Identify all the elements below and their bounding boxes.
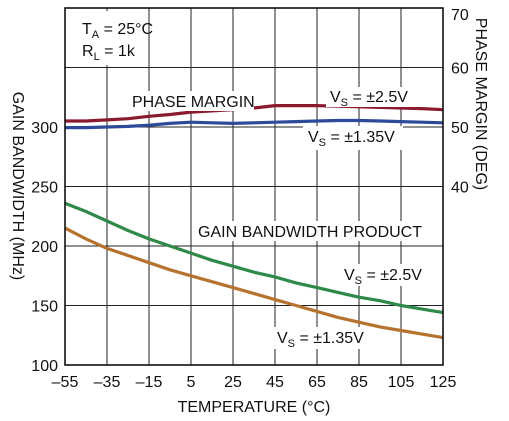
vs-25-phase-label: VS = ±2.5V: [330, 89, 408, 109]
y-left-tick-label: 150: [31, 299, 58, 316]
plot-frame: [64, 7, 444, 366]
x-tick-label: 65: [308, 374, 326, 391]
y-right-tick-label: 70: [451, 7, 469, 24]
vs-135-gbw-label: VS = ±1.35V: [277, 330, 364, 350]
y-right-tick-label: 60: [451, 61, 469, 78]
tick-labels: –55 –35 –15 5 25 45 65 85 105 125 100 150 200 250 300 4…: [31, 7, 469, 391]
vs-25-gbw-label-bg: [340, 264, 432, 286]
y-right-tick-label: 50: [451, 120, 469, 137]
x-tick-label: 85: [350, 374, 368, 391]
x-tick-label: –35: [94, 374, 121, 391]
x-tick-label: 125: [430, 374, 457, 391]
x-tick-label: 5: [187, 374, 196, 391]
conditions-background: [68, 11, 138, 65]
vs-135-phase-label-bg: [303, 126, 403, 150]
x-tick-label: 25: [224, 374, 242, 391]
y-left-tick-label: 100: [31, 358, 58, 375]
x-tick-label: –55: [52, 374, 79, 391]
series-line-gbw-3: [64, 226, 444, 340]
y-right-axis-title: PHASE MARGIN (DEG): [472, 18, 489, 190]
y-left-tick-label: 300: [31, 120, 58, 137]
y-left-axis-title: GAIN BANDWIDTH (MHz): [9, 92, 26, 280]
phase-margin-label-bg: [128, 91, 254, 111]
y-right-tick-label: 40: [451, 180, 469, 197]
x-tick-label: 105: [388, 374, 415, 391]
gbw-product-label: GAIN BANDWIDTH PRODUCT: [198, 224, 422, 241]
y-left-tick-label: 250: [31, 180, 58, 197]
condition-ta: TA = 25°C: [82, 21, 153, 41]
y-left-tick-label: 200: [31, 239, 58, 256]
x-tick-label: 45: [266, 374, 284, 391]
vs-25-phase-label-bg: [326, 87, 418, 107]
gbw-label-bg: [195, 221, 419, 241]
vs-135-gbw-label-bg: [273, 327, 373, 349]
x-axis-title: TEMPERATURE (°C): [178, 399, 331, 416]
vs-135-phase-label: VS = ±1.35V: [308, 129, 395, 149]
vs-25-gbw-label: VS = ±2.5V: [344, 267, 422, 287]
x-tick-label: –15: [136, 374, 163, 391]
series-line-phase-1: [65, 118, 444, 130]
phase-margin-label: PHASE MARGIN: [132, 94, 255, 111]
series-line-gbw-2: [64, 201, 444, 315]
condition-rl: RL = 1k: [82, 43, 136, 63]
